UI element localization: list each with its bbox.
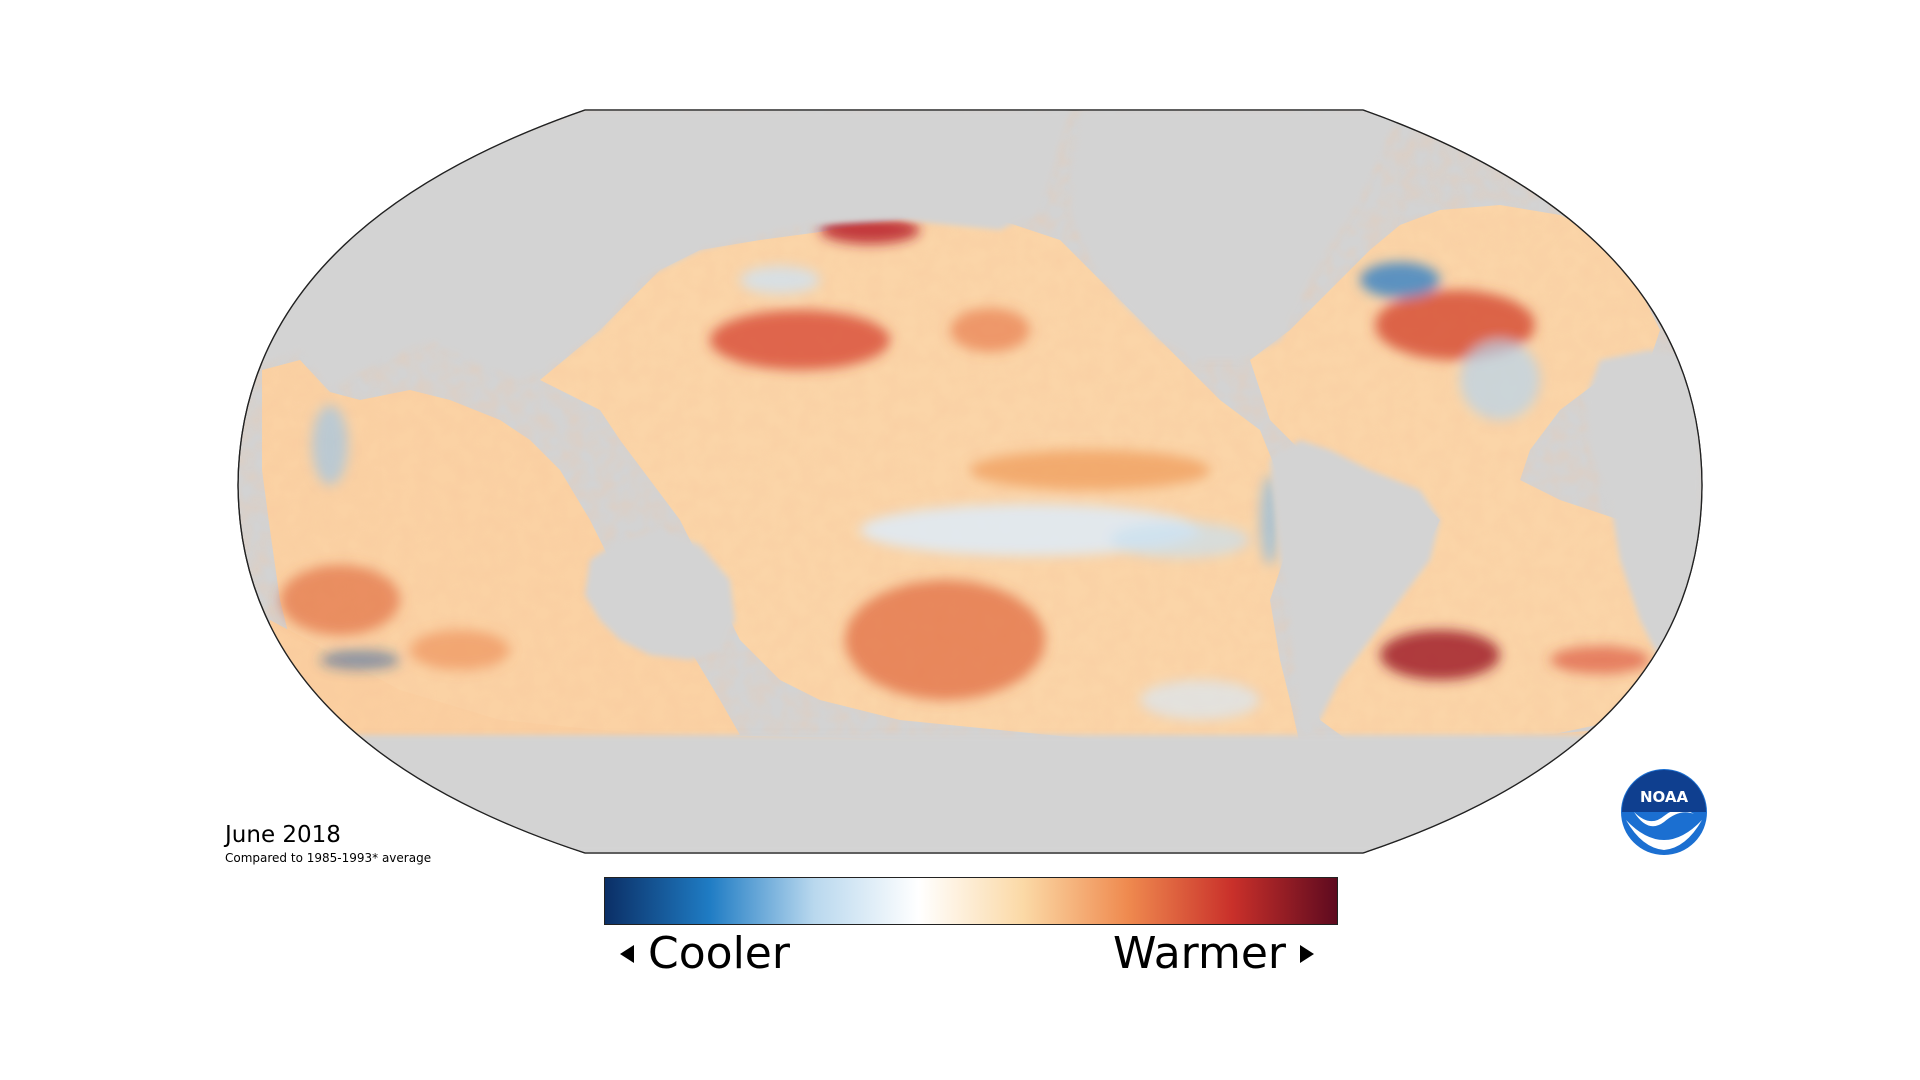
legend-low: Cooler — [620, 928, 790, 979]
legend-high-label: Warmer — [1113, 928, 1286, 979]
date-label: June 2018 — [225, 822, 341, 848]
legend-high: Warmer — [1113, 928, 1314, 979]
color-scale-bar — [604, 877, 1338, 925]
anomaly-blobs — [280, 216, 1650, 720]
baseline-label: Compared to 1985-1993* average — [225, 851, 432, 865]
ocean-anomaly-layer — [238, 110, 1702, 853]
logo-text: NOAA — [1640, 788, 1689, 806]
legend-low-label: Cooler — [648, 928, 790, 979]
arrow-left-icon — [620, 944, 634, 963]
noaa-logo-icon: NOAA — [1620, 768, 1708, 856]
arrow-right-icon — [1300, 944, 1314, 963]
